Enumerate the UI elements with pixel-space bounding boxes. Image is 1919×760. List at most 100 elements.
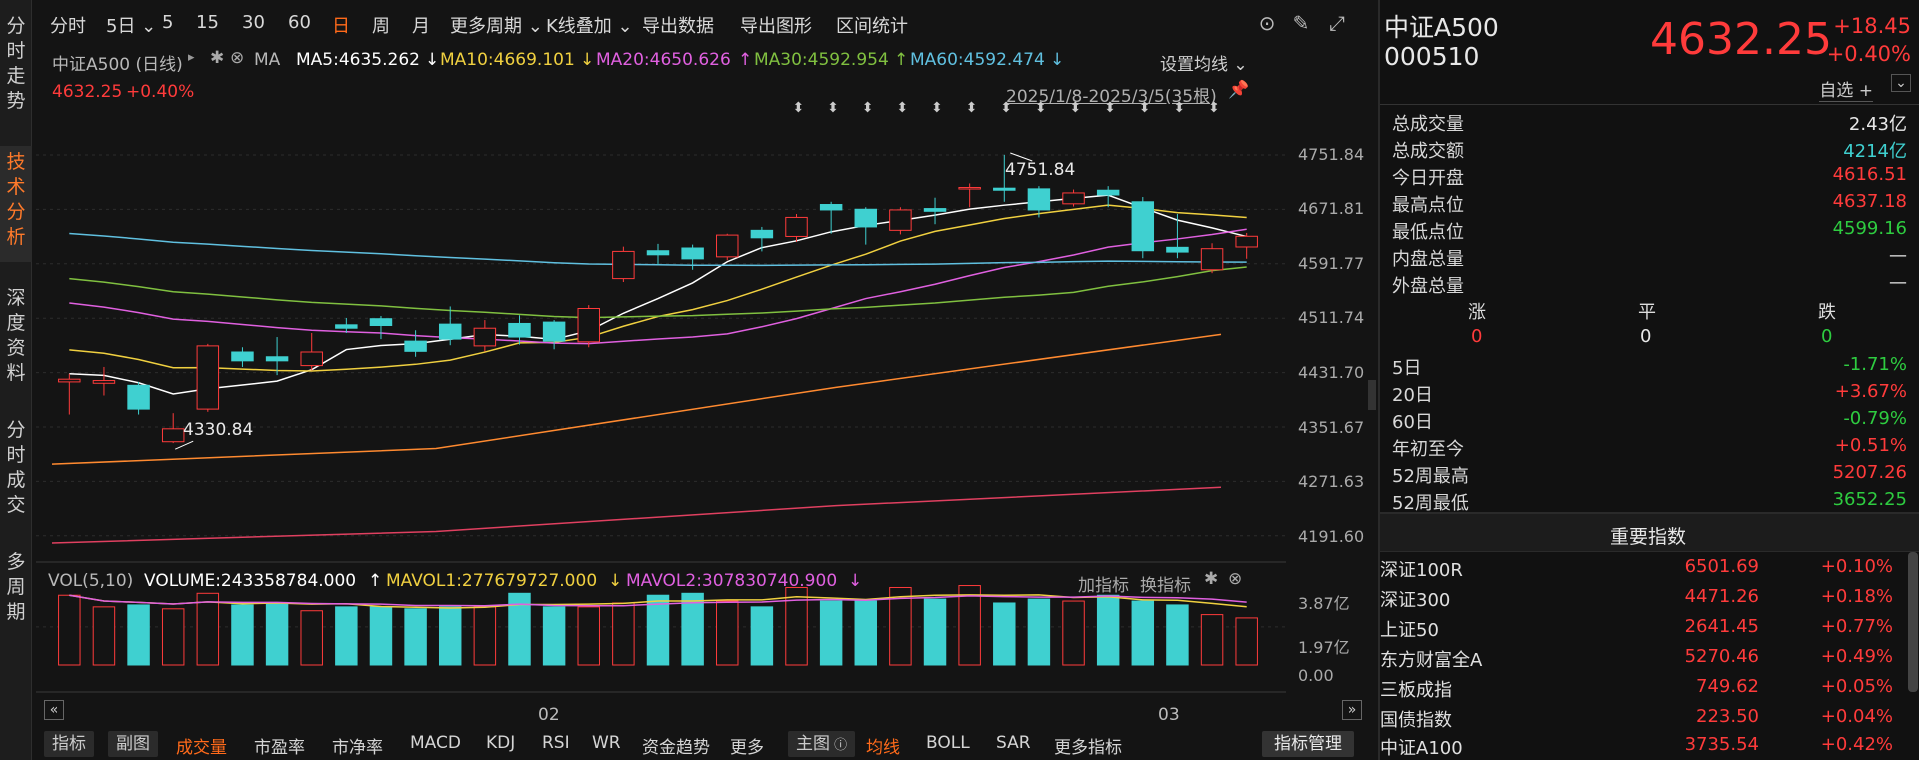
tab-volume[interactable]: 成交量	[176, 738, 227, 758]
perf-value: -0.79%	[1843, 408, 1907, 429]
index-change: +0.04%	[1820, 706, 1893, 727]
chevron-down-icon: ⌄	[135, 16, 157, 37]
period-day[interactable]: 日	[332, 16, 350, 37]
period-week[interactable]: 周	[372, 16, 390, 37]
candle-body	[716, 234, 739, 258]
index-row[interactable]: 深证100R 6501.69 +0.10%	[1380, 556, 1919, 582]
perf-label: 60日	[1392, 412, 1433, 433]
stat-label: 最高点位	[1392, 195, 1464, 216]
period-60min[interactable]: 60	[288, 12, 311, 33]
panel-splitter[interactable]	[1368, 380, 1376, 410]
period-5day[interactable]: 5日 ⌄	[106, 16, 157, 37]
index-row[interactable]: 国债指数 223.50 +0.04%	[1380, 706, 1919, 732]
vtab-trades[interactable]: 分时成交	[6, 419, 26, 516]
scroll-left-button[interactable]: «	[44, 700, 64, 720]
fullscreen-icon[interactable]: ⤢	[1329, 11, 1345, 35]
tab-fund-trend[interactable]: 资金趋势	[642, 738, 710, 758]
volume-bar	[681, 592, 704, 666]
switch-indicator-button[interactable]: 换指标	[1140, 576, 1191, 596]
date-range[interactable]: 2025/1/8-2025/3/5(35根)	[1006, 87, 1217, 107]
volume-bar	[1131, 600, 1155, 666]
vtab-multiperiod[interactable]: 多周期	[6, 551, 26, 623]
candle-body	[1062, 192, 1085, 205]
ma-settings-dropdown[interactable]: 设置均线 ⌄	[1160, 55, 1248, 75]
export-data-button[interactable]: 导出数据	[642, 16, 714, 37]
subchart-button[interactable]: 副图	[108, 731, 158, 757]
index-row[interactable]: 深证300 4471.26 +0.18%	[1380, 586, 1919, 612]
export-chart-button[interactable]: 导出图形	[740, 16, 812, 37]
close-icon[interactable]: ⊗	[230, 48, 245, 68]
volume-bar	[161, 608, 185, 666]
chevron-down-icon[interactable]: ⌄	[1891, 74, 1911, 92]
ma30-value: MA30:4592.954	[754, 50, 889, 70]
tab-boll[interactable]: BOLL	[926, 733, 970, 753]
index-row[interactable]: 东方财富全A 5270.46 +0.49%	[1380, 646, 1919, 672]
volume-bar	[404, 608, 427, 666]
candle-body	[646, 250, 670, 256]
breadth-up-label: 涨	[1468, 302, 1486, 323]
index-price: 749.62	[1696, 676, 1759, 697]
tab-pb[interactable]: 市净率	[332, 738, 383, 758]
index-scrollbar[interactable]	[1908, 552, 1918, 692]
volume-bar	[1062, 600, 1085, 666]
perf-value: 5207.26	[1832, 462, 1907, 483]
scroll-right-button[interactable]: »	[1342, 700, 1362, 720]
mainchart-button[interactable]: 主图 ⓘ	[788, 731, 856, 757]
add-indicator-button[interactable]: 加指标	[1078, 576, 1129, 596]
index-row[interactable]: 上证50 2641.45 +0.77%	[1380, 616, 1919, 642]
help-icon: ⓘ	[830, 738, 848, 753]
chevron-circle-icon[interactable]: ⊙	[1258, 11, 1276, 35]
tab-pe[interactable]: 市盈率	[254, 738, 305, 758]
index-row[interactable]: 三板成指 749.62 +0.05%	[1380, 676, 1919, 702]
tab-kdj[interactable]: KDJ	[486, 733, 516, 753]
indicator-button[interactable]: 指标	[44, 731, 94, 757]
more-periods-dropdown[interactable]: 更多周期 ⌄	[450, 16, 543, 37]
volume-bar	[92, 606, 116, 666]
period-30min[interactable]: 30	[242, 12, 265, 33]
quote-code: 000510	[1384, 42, 1480, 71]
pin-icon[interactable]: 📌	[1228, 80, 1250, 100]
arrow-down-icon: ↓	[848, 571, 863, 591]
add-watchlist-button[interactable]: 自选 +	[1819, 76, 1873, 102]
index-name: 上证50	[1380, 620, 1439, 641]
period-timeshare[interactable]: 分时	[50, 16, 86, 37]
vtab-depth[interactable]: 深度资料	[6, 287, 26, 384]
volume-bar	[958, 585, 981, 666]
vtab-timeshare[interactable]: 分时走势	[6, 15, 26, 112]
tab-macd[interactable]: MACD	[410, 733, 461, 753]
kline-overlay-dropdown[interactable]: K线叠加 ⌄	[546, 16, 633, 37]
period-5min[interactable]: 5	[162, 12, 174, 33]
tab-sar[interactable]: SAR	[996, 733, 1031, 753]
candle-body	[577, 308, 600, 343]
candle-body	[335, 324, 358, 329]
stat-value: 2.43亿	[1848, 114, 1907, 135]
period-month[interactable]: 月	[412, 16, 430, 37]
tab-more-indicators[interactable]: 更多指标	[1054, 738, 1122, 758]
arrow-up-icon: ↑	[738, 50, 753, 70]
candle-body	[750, 229, 774, 239]
kline-chart[interactable]: ⬍ ⬍ ⬍ ⬍ ⬍ ⬍ ⬍ ⬍ ⬍ ⬍ ⬍ ⬍ ⬍	[36, 100, 1286, 720]
tab-wr[interactable]: WR	[592, 733, 621, 753]
volume-bar	[889, 586, 912, 666]
indicator-management-button[interactable]: 指标管理	[1262, 731, 1354, 757]
close-icon[interactable]: ⊗	[1228, 569, 1243, 589]
gear-icon[interactable]: ✱	[1204, 569, 1219, 589]
high-marker-label: 4751.84	[1005, 160, 1076, 180]
triangle-right-icon[interactable]: ▸	[188, 50, 195, 65]
vtab-technical[interactable]: 技术分析	[0, 146, 32, 262]
range-stats-button[interactable]: 区间统计	[836, 16, 908, 37]
perf-label: 52周最高	[1392, 466, 1469, 487]
tab-rsi[interactable]: RSI	[542, 733, 570, 753]
candle-body	[1027, 188, 1051, 211]
tab-more[interactable]: 更多	[730, 738, 764, 758]
volume-bar	[923, 598, 947, 666]
volume-bar	[196, 592, 220, 666]
candle-body	[404, 340, 427, 352]
candle-body	[923, 208, 947, 212]
period-15min[interactable]: 15	[196, 12, 219, 33]
draw-pen-icon[interactable]: ✎	[1292, 11, 1310, 35]
index-row[interactable]: 中证A100 3735.54 +0.42%	[1380, 734, 1919, 760]
gear-icon[interactable]: ✱	[210, 48, 225, 68]
candle-body	[854, 208, 878, 228]
tab-ma[interactable]: 均线	[866, 738, 900, 758]
